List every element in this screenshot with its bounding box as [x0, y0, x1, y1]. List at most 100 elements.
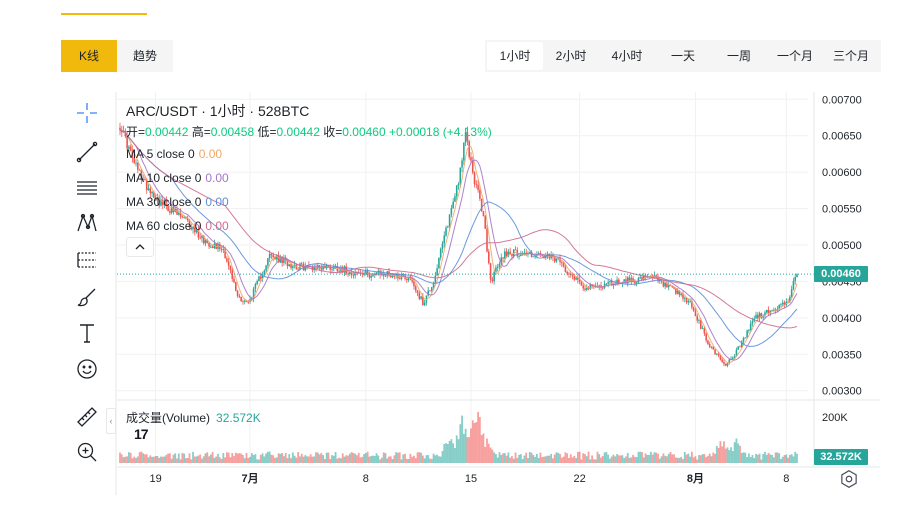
volume-bar [676, 457, 679, 463]
candle-body [204, 240, 207, 244]
time-tick-label: 8 [363, 473, 369, 485]
volume-bar [318, 454, 321, 463]
candle-body [463, 142, 465, 161]
volume-bar [726, 447, 729, 463]
ruler-icon[interactable] [71, 402, 103, 432]
volume-bar [591, 455, 594, 463]
volume-bar [557, 452, 560, 463]
volume-bar [537, 457, 540, 463]
volume-bar [436, 454, 439, 463]
trend-line-icon[interactable] [71, 137, 103, 167]
zoom-in-icon[interactable] [71, 437, 103, 467]
ma5-line [119, 129, 798, 364]
candle-body [477, 184, 479, 191]
candle-body [550, 254, 552, 259]
volume-bar [735, 438, 738, 463]
volume-bar [682, 459, 684, 463]
interval-1mo[interactable]: 一个月 [776, 49, 813, 63]
candle-body [236, 290, 239, 296]
drawing-toolbar [61, 96, 113, 496]
interval-4h[interactable]: 4小时 [611, 49, 643, 63]
candle-body [680, 293, 682, 295]
candle-body [430, 287, 433, 291]
volume-bar [161, 456, 164, 463]
volume-bar [758, 453, 761, 463]
volume-bar [669, 452, 672, 463]
interval-1w[interactable]: 一周 [726, 49, 751, 63]
volume-bar [281, 453, 284, 463]
volume-bar [560, 457, 563, 463]
volume-bar [721, 446, 724, 463]
legend-collapse-button[interactable] [126, 237, 154, 257]
volume-bar [639, 451, 642, 463]
candle-body [596, 285, 599, 288]
candle-body [398, 278, 401, 280]
candle-body [268, 253, 271, 259]
volume-bar [404, 453, 406, 463]
candle-body [457, 184, 460, 186]
fib-icon[interactable] [71, 245, 103, 275]
volume-bar [737, 443, 740, 463]
candle-body [320, 267, 323, 270]
volume-bar [730, 447, 732, 463]
settings-gear-icon[interactable] [838, 468, 860, 490]
volume-bar [120, 454, 123, 463]
candle-body [689, 301, 691, 302]
volume-bar [584, 454, 586, 463]
candle-body [602, 287, 604, 289]
tab-kline[interactable]: K线 [61, 40, 117, 72]
candle-body [796, 274, 798, 277]
crosshair-icon[interactable] [71, 98, 103, 128]
emoji-icon[interactable] [71, 354, 103, 384]
candle-body [197, 229, 200, 238]
volume-bar [359, 457, 362, 463]
candle-body [160, 199, 162, 206]
volume-bar [746, 457, 749, 463]
candle-body [290, 264, 292, 268]
volume-bar [272, 455, 275, 463]
volume-bar [521, 459, 524, 463]
volume-bar [311, 456, 314, 463]
volume-bar [466, 437, 469, 463]
candle-body [455, 185, 458, 197]
interval-1d[interactable]: 一天 [670, 49, 695, 63]
candle-body [471, 160, 474, 173]
candle-body [393, 275, 396, 277]
volume-bar [637, 451, 640, 463]
horizontal-lines-icon[interactable] [71, 173, 103, 203]
volume-bar [252, 454, 255, 463]
interval-3mo[interactable]: 三个月 [832, 49, 869, 63]
volume-bar [445, 443, 447, 463]
volume-bar [263, 456, 266, 463]
volume-bar [243, 458, 246, 463]
volume-bar [630, 457, 633, 463]
candle-body [635, 282, 638, 284]
volume-bar [363, 454, 365, 463]
volume-bar [225, 452, 228, 463]
volume-bar [429, 458, 431, 463]
volume-bar [307, 456, 310, 463]
volume-bar [514, 452, 517, 463]
time-tick-label: 15 [465, 473, 477, 485]
volume-bar [420, 452, 422, 463]
text-icon[interactable] [71, 318, 103, 348]
volume-bar [788, 454, 791, 463]
interval-2h[interactable]: 2小时 [555, 49, 587, 63]
candle-body [664, 282, 666, 287]
volume-bar [128, 452, 130, 463]
volume-bar [438, 456, 440, 463]
interval-1h[interactable]: 1小时 [487, 42, 543, 70]
volume-bar [245, 453, 248, 463]
volume-bar [274, 457, 276, 463]
pattern-icon[interactable] [71, 208, 103, 238]
volume-bar [240, 453, 243, 463]
volume-bar [495, 454, 497, 463]
brush-icon[interactable] [71, 282, 103, 312]
volume-bar [699, 455, 702, 463]
candle-body [678, 290, 681, 295]
volume-bar [158, 457, 161, 463]
candle-body [406, 279, 408, 281]
candle-body [712, 346, 715, 350]
tab-trend[interactable]: 趋势 [132, 49, 157, 63]
